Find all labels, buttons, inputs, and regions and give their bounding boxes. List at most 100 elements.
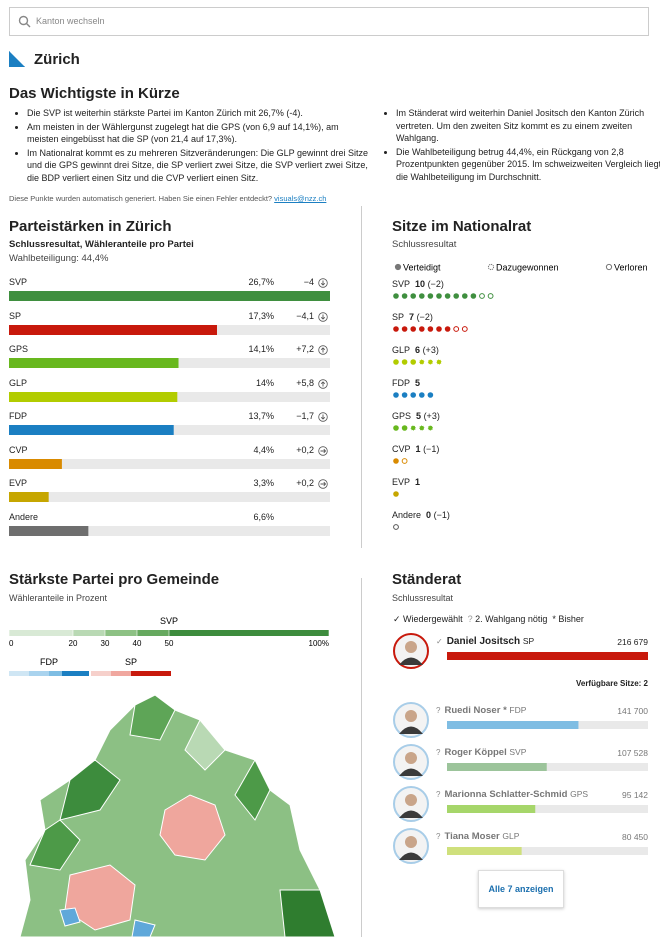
seat-defended xyxy=(470,293,477,299)
bar-track xyxy=(447,763,648,771)
seat-party: EVP xyxy=(392,477,411,487)
seats-subtitle: Schlussresultat xyxy=(392,239,457,250)
vote-bar xyxy=(447,805,536,813)
seat-gained xyxy=(418,358,425,366)
bar-row xyxy=(9,358,330,368)
vote-bar xyxy=(447,763,547,771)
change-icon xyxy=(318,479,328,489)
search-box[interactable]: Kanton wechseln xyxy=(9,7,649,36)
seats-title: Sitze im Nationalrat xyxy=(392,218,532,235)
icon-ring xyxy=(318,311,328,322)
vote-bar-row xyxy=(447,652,648,660)
icon-arrow xyxy=(320,280,326,286)
legend-label: Verloren xyxy=(614,263,648,273)
avatar xyxy=(393,786,429,822)
seat-lost xyxy=(487,293,494,299)
council-legend: ✓ Wiedergewählt ? 2. Wahlgang nötig * Bi… xyxy=(393,614,584,624)
seat-defended xyxy=(427,326,434,332)
legend-label: Dazugewonnen xyxy=(496,263,559,273)
canton-flag xyxy=(9,51,25,67)
avatar-body xyxy=(399,726,423,734)
party-share: 14,1% xyxy=(248,344,274,354)
scale-name: SVP xyxy=(160,616,178,626)
icon-arrow xyxy=(320,481,327,487)
seat-dots xyxy=(393,424,434,432)
seat-party: CVP xyxy=(392,444,411,454)
party-name: SP xyxy=(9,310,22,321)
map-area: SVP 0 20 30 40 50 100% FDP SP xyxy=(8,616,336,937)
council-title: Ständerat xyxy=(392,571,462,588)
seat-defended xyxy=(410,359,416,365)
seat-defended xyxy=(393,425,399,431)
icon-ring xyxy=(318,412,328,422)
icon-ring xyxy=(318,445,328,456)
bar-row xyxy=(9,425,330,435)
seat-defended xyxy=(462,293,468,299)
change-icon xyxy=(318,278,328,288)
seat-party: SP xyxy=(392,312,405,322)
avatar-body xyxy=(399,657,423,665)
seat-lost xyxy=(401,458,408,464)
summary-bullet: Die Wahlbeteiligung betrug 44,4%, ein Rü… xyxy=(396,146,660,184)
seat-change: (+3) xyxy=(423,411,440,421)
vote-bar-row xyxy=(447,847,648,855)
summary-bullet: Die SVP ist weiterhin stärkste Partei im… xyxy=(27,107,372,120)
party-share: 4,4% xyxy=(253,444,274,455)
seat-gained xyxy=(410,424,417,432)
seat-dots xyxy=(393,458,408,464)
seat-defended xyxy=(427,392,434,398)
seat-defended xyxy=(444,293,451,299)
seat-defended xyxy=(393,392,399,398)
seat-label: EVP 1 xyxy=(392,477,420,487)
divider xyxy=(361,578,362,937)
party-share: 17,3% xyxy=(248,310,274,321)
avatar-body xyxy=(399,768,423,776)
bar-row xyxy=(9,525,330,536)
avatar xyxy=(393,744,429,780)
bar xyxy=(9,291,330,301)
seat-defended xyxy=(419,326,425,332)
council-subtitle: Schlussresultat xyxy=(392,593,454,603)
icon-arrow xyxy=(320,380,326,386)
seat-label: SP 7 (−2) xyxy=(392,312,433,322)
icon-ring xyxy=(318,378,328,389)
seat-label: Andere 0 (−1) xyxy=(392,510,450,520)
seat-defended xyxy=(410,326,416,332)
seat-defended xyxy=(401,326,408,332)
seat-gained xyxy=(418,424,425,432)
show-all-button[interactable]: Alle 7 anzeigen xyxy=(478,870,564,908)
avatar-head xyxy=(405,794,417,806)
summary-note-line: Diese Punkte wurden automatisch generier… xyxy=(9,194,326,203)
scale-tick-label: 100% xyxy=(309,639,329,648)
seat-defended xyxy=(410,392,416,398)
seat-gained xyxy=(427,358,434,366)
candidate-votes: 95 142 xyxy=(622,790,648,800)
party-share: 14% xyxy=(255,377,274,388)
seat-party: GLP xyxy=(392,345,411,355)
available-seats: Verfügbare Sitze: 2 xyxy=(575,679,648,688)
party-change: −4,1 xyxy=(296,310,314,321)
seat-defended xyxy=(401,293,408,299)
candidate-party: SVP xyxy=(509,747,527,757)
vote-bar-row xyxy=(447,763,648,771)
seat-dots xyxy=(393,491,399,497)
seat-change: (−2) xyxy=(416,312,433,322)
seat-defended xyxy=(410,293,416,299)
avatar xyxy=(393,633,429,669)
status-icon: ? xyxy=(436,706,441,715)
seat-defended xyxy=(393,491,399,497)
vote-bar-row xyxy=(447,721,648,729)
party-name: GLP xyxy=(9,377,28,388)
party-share: 13,7% xyxy=(248,411,274,421)
summary-link[interactable]: visuals@nzz.ch xyxy=(274,194,327,203)
summary-right: Im Ständerat wird weiterhin Daniel Josit… xyxy=(378,107,660,184)
avatar-head xyxy=(405,752,417,764)
seat-party: FDP xyxy=(392,378,410,388)
candidate-name: Roger Köppel xyxy=(444,747,507,758)
seat-label: CVP 1 (−1) xyxy=(392,444,439,454)
summary-title: Das Wichtigste in Kürze xyxy=(9,85,180,102)
summary-bullet: Im Ständerat wird weiterhin Daniel Josit… xyxy=(396,107,660,145)
seat-lost xyxy=(393,524,399,530)
seat-dots xyxy=(393,524,399,530)
party-change: +5,8 xyxy=(296,377,314,388)
